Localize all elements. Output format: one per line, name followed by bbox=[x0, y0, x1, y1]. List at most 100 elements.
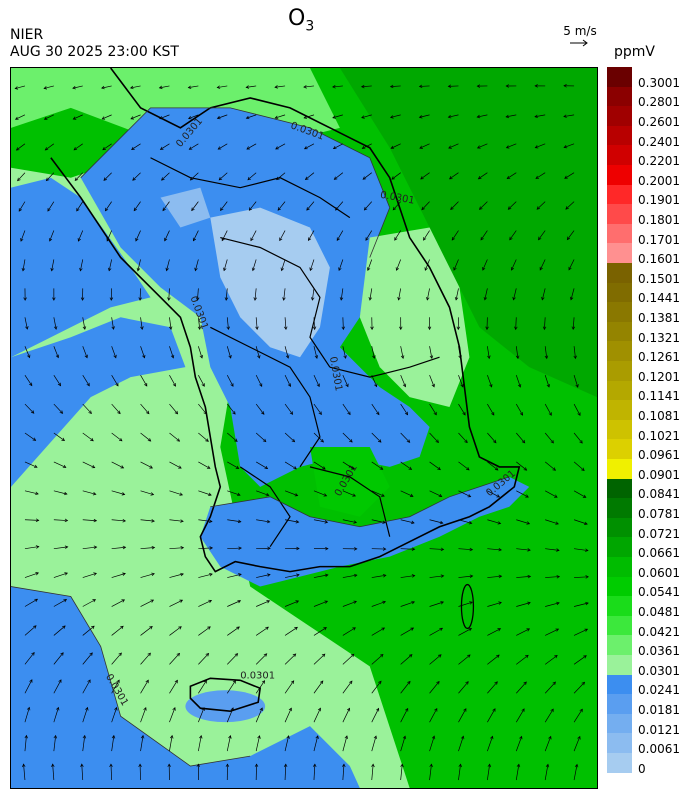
wind-arrow-icon bbox=[198, 680, 207, 694]
wind-arrowhead-icon bbox=[542, 326, 547, 331]
wind-arrowhead-icon bbox=[89, 652, 93, 656]
wind-arrowhead-icon bbox=[207, 626, 211, 630]
wind-arrow-icon bbox=[458, 519, 472, 524]
wind-arrow-icon bbox=[44, 85, 54, 89]
wind-arrow-icon bbox=[487, 490, 500, 498]
wind-arrow-icon bbox=[429, 764, 432, 781]
wind-arrowhead-icon bbox=[259, 707, 263, 712]
wind-arrow-icon bbox=[342, 735, 348, 752]
wind-arrow-icon bbox=[218, 172, 228, 181]
wind-arrow-icon bbox=[169, 707, 176, 723]
wind-arrowhead-icon bbox=[374, 383, 378, 388]
wind-arrowhead-icon bbox=[144, 383, 148, 387]
wind-arrowhead-icon bbox=[318, 411, 322, 416]
wind-arrowhead-icon bbox=[149, 465, 153, 469]
wind-arrowhead-icon bbox=[267, 573, 271, 577]
wind-arrow-icon bbox=[281, 259, 286, 271]
wind-arrow-icon bbox=[140, 626, 153, 636]
legend-swatch bbox=[607, 674, 632, 695]
wind-arrow-icon bbox=[226, 735, 231, 752]
legend-swatch bbox=[607, 733, 632, 754]
wind-arrowhead-icon bbox=[315, 735, 319, 739]
wind-arrowhead-icon bbox=[218, 176, 223, 181]
wind-arrow-icon bbox=[166, 259, 170, 271]
wind-arrowhead-icon bbox=[146, 410, 150, 415]
wind-arrowhead-icon bbox=[266, 519, 271, 524]
wind-arrowhead-icon bbox=[376, 707, 380, 712]
wind-arrow-icon bbox=[477, 143, 488, 149]
wind-arrowhead-icon bbox=[350, 653, 355, 658]
wind-arrow-icon bbox=[487, 548, 502, 551]
wind-arrow-icon bbox=[515, 346, 519, 359]
wind-arrowhead-icon bbox=[208, 599, 213, 604]
wind-arrowhead-icon bbox=[274, 115, 279, 120]
wind-arrow-icon bbox=[429, 736, 435, 752]
wind-arrow-icon bbox=[332, 114, 343, 119]
wind-arrowhead-icon bbox=[349, 439, 353, 443]
wind-arrowhead-icon bbox=[15, 147, 20, 151]
wind-arrowhead-icon bbox=[62, 625, 66, 629]
wind-arrowhead-icon bbox=[180, 519, 184, 523]
wind-arrowhead-icon bbox=[451, 236, 456, 241]
wind-arrowhead-icon bbox=[319, 680, 324, 684]
wind-arrowhead-icon bbox=[309, 267, 313, 272]
wind-arrowhead-icon bbox=[180, 546, 185, 550]
wind-arrowhead-icon bbox=[324, 520, 329, 524]
wind-arrow-icon bbox=[429, 432, 439, 443]
wind-arrowhead-icon bbox=[453, 267, 457, 271]
wind-arrowhead-icon bbox=[496, 654, 500, 658]
wind-arrowhead-icon bbox=[259, 383, 263, 387]
wind-arrow-icon bbox=[371, 654, 384, 665]
wind-arrowhead-icon bbox=[150, 492, 155, 496]
wind-arrow-icon bbox=[429, 575, 444, 578]
wind-arrowhead-icon bbox=[275, 146, 279, 150]
wind-arrow-icon bbox=[390, 85, 401, 87]
wind-arrow-icon bbox=[198, 600, 212, 607]
wind-arrow-icon bbox=[82, 572, 97, 578]
wind-arrow-icon bbox=[24, 403, 35, 414]
wind-arrowhead-icon bbox=[172, 383, 176, 387]
wind-arrowhead-icon bbox=[362, 176, 367, 180]
wind-arrow-icon bbox=[342, 764, 345, 781]
wind-arrowhead-icon bbox=[402, 383, 407, 388]
wind-arrowhead-icon bbox=[35, 545, 40, 549]
wind-arrow-icon bbox=[306, 201, 315, 211]
wind-arrowhead-icon bbox=[439, 627, 444, 632]
wind-arrow-icon bbox=[53, 490, 67, 495]
wind-arrowhead-icon bbox=[23, 297, 27, 301]
wind-arrow-icon bbox=[140, 573, 155, 578]
title-subscript: 3 bbox=[305, 18, 315, 35]
wind-arrow-icon bbox=[371, 764, 374, 781]
wind-arrow-icon bbox=[361, 114, 372, 118]
wind-arrowhead-icon bbox=[468, 520, 473, 525]
wind-arrowhead-icon bbox=[498, 574, 503, 579]
wind-arrow-icon bbox=[284, 764, 287, 781]
wind-arrow-icon bbox=[198, 317, 201, 330]
wind-arrowhead-icon bbox=[426, 297, 430, 301]
wind-arrow-icon bbox=[130, 114, 141, 120]
wind-arrow-icon bbox=[477, 114, 488, 118]
wind-arrowhead-icon bbox=[93, 518, 98, 523]
blue-region-south-coast bbox=[200, 476, 530, 587]
wind-arrowhead-icon bbox=[410, 627, 415, 631]
wind-arrowhead-icon bbox=[581, 467, 585, 471]
wind-arrow-icon bbox=[453, 259, 459, 271]
wind-arrow-icon bbox=[342, 403, 351, 415]
wind-arrowhead-icon bbox=[106, 237, 110, 242]
wind-arrow-icon bbox=[371, 735, 377, 752]
wind-arrowhead-icon bbox=[461, 735, 465, 740]
wind-arrowhead-icon bbox=[107, 267, 112, 272]
wind-arrowhead-icon bbox=[206, 465, 211, 469]
wind-arrow-icon bbox=[140, 432, 151, 442]
wind-arrow-icon bbox=[573, 490, 587, 498]
wind-arrowhead-icon bbox=[341, 326, 345, 331]
wind-arrowhead-icon bbox=[497, 521, 502, 525]
wind-arrow-icon bbox=[53, 461, 66, 468]
wind-arrowhead-icon bbox=[238, 546, 242, 550]
legend-label: 0.0421 bbox=[638, 624, 680, 639]
wind-arrowhead-icon bbox=[450, 206, 454, 211]
wind-arrow-icon bbox=[544, 461, 556, 471]
wind-arrow-icon bbox=[398, 288, 402, 301]
wind-arrow-icon bbox=[335, 201, 344, 211]
